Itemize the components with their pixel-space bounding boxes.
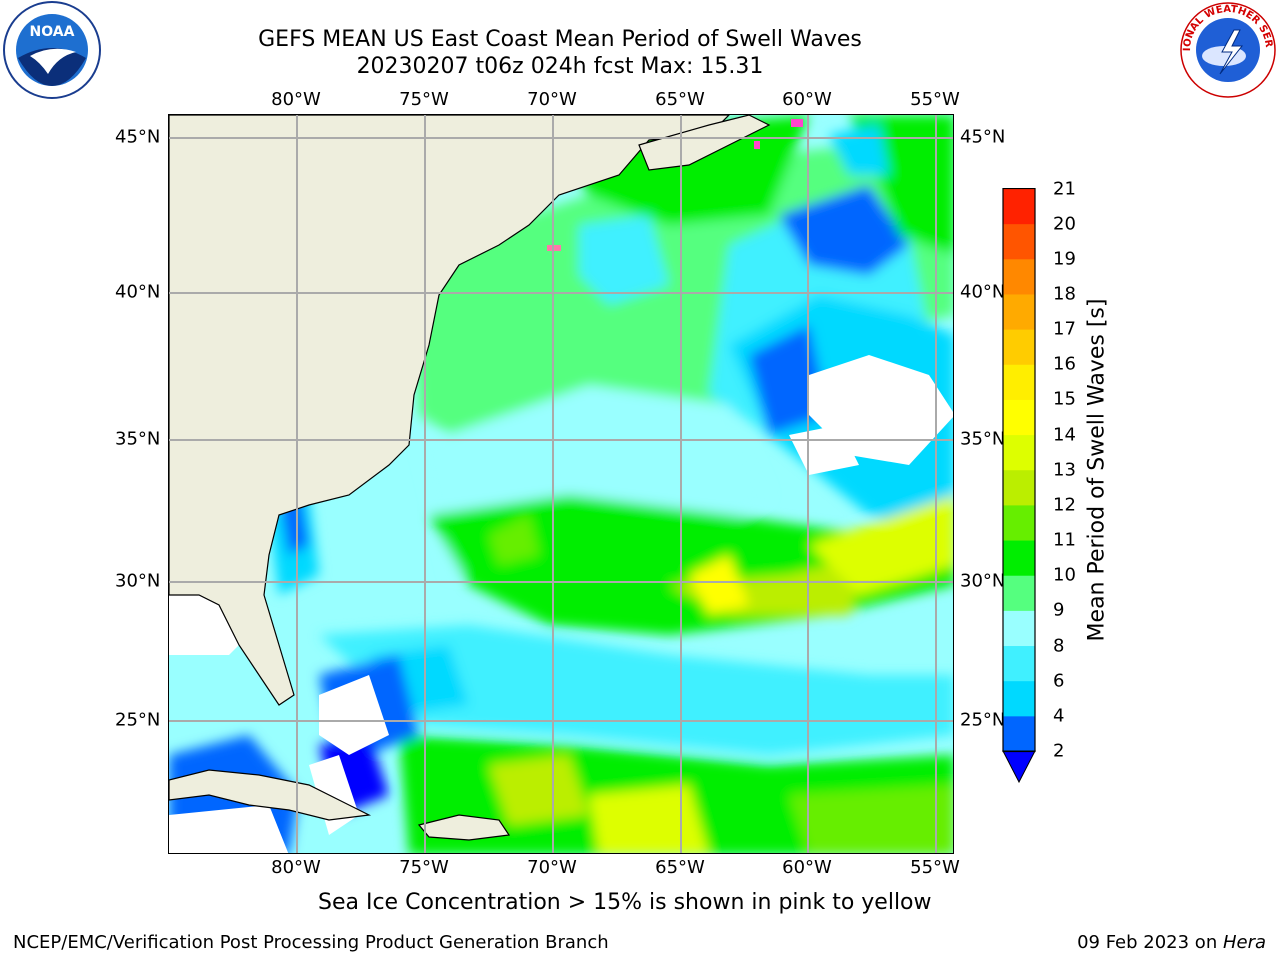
footer-date: 09 Feb 2023 on Hera xyxy=(1077,932,1266,953)
noaa-logo: NOAA xyxy=(3,1,101,99)
graticule xyxy=(169,115,953,853)
map-panel xyxy=(168,114,954,854)
lat-label-right: 40°N xyxy=(960,281,1006,303)
lat-label-right: 45°N xyxy=(960,126,1006,148)
colorbar-segment xyxy=(1003,469,1035,506)
lon-label-bottom: 65°W xyxy=(655,857,705,878)
map-subtitle: 20230207 t06z 024h fcst Max: 15.31 xyxy=(356,54,764,79)
lon-label-top: 60°W xyxy=(782,89,832,110)
lat-label-left: 45°N xyxy=(115,126,161,148)
lon-label-bottom: 60°W xyxy=(782,857,832,878)
colorbar-tick-label: 19 xyxy=(1053,248,1076,270)
colorbar-tick-label: 10 xyxy=(1053,564,1076,586)
colorbar-tick-label: 11 xyxy=(1053,529,1076,551)
colorbar-tick-label: 9 xyxy=(1053,599,1065,621)
lat-label-left: 30°N xyxy=(115,570,161,592)
colorbar-segment xyxy=(1003,258,1035,295)
nodata-patch xyxy=(319,675,389,755)
colorbar-extend-min xyxy=(1002,750,1036,784)
colorbar-tick-label: 16 xyxy=(1053,353,1076,375)
colorbar-tick-label: 14 xyxy=(1053,424,1076,446)
sea-ice-marker xyxy=(791,119,803,127)
swell-period-field xyxy=(169,115,953,853)
colorbar-segment xyxy=(1003,715,1035,752)
lat-label-right: 30°N xyxy=(960,570,1006,592)
colorbar-segment xyxy=(1003,329,1035,365)
lat-label-left: 40°N xyxy=(115,281,161,303)
colorbar-tick-label: 15 xyxy=(1053,388,1076,410)
sea-ice-caption: Sea Ice Concentration > 15% is shown in … xyxy=(318,890,932,915)
lat-label-right: 25°N xyxy=(960,709,1006,731)
nws-logo: NATIONAL WEATHER SERVICE xyxy=(1178,0,1276,98)
colorbar-tick-label: 12 xyxy=(1053,494,1076,516)
contour-fill xyxy=(169,115,953,853)
footer-credit: NCEP/EMC/Verification Post Processing Pr… xyxy=(13,932,609,953)
colorbar-segment xyxy=(1003,540,1035,576)
colorbar-tick-label: 6 xyxy=(1053,670,1065,692)
colorbar-segment xyxy=(1003,610,1035,647)
sea-ice-marker xyxy=(754,141,760,149)
colorbar-tick-label: 21 xyxy=(1053,178,1076,199)
map-title: GEFS MEAN US East Coast Mean Period of S… xyxy=(258,27,862,52)
noaa-logo-text: NOAA xyxy=(30,24,75,40)
lon-label-bottom: 55°W xyxy=(910,857,960,878)
lat-label-left: 35°N xyxy=(115,428,161,450)
footer-host: Hera xyxy=(1222,932,1266,953)
colorbar-tick-label: 2 xyxy=(1053,740,1065,762)
nodata-patch xyxy=(169,805,289,853)
lon-label-bottom: 80°W xyxy=(271,857,321,878)
colorbar-segment xyxy=(1003,645,1035,682)
colorbar-segments xyxy=(1003,188,1035,752)
colorbar-segment xyxy=(1003,504,1035,541)
lon-label-bottom: 75°W xyxy=(399,857,449,878)
lon-label-top: 70°W xyxy=(527,89,577,110)
colorbar-segment xyxy=(1003,293,1035,330)
lat-label-right: 35°N xyxy=(960,428,1006,450)
colorbar-segment xyxy=(1003,188,1035,225)
land-north-america xyxy=(169,115,730,706)
lat-label-left: 25°N xyxy=(115,709,161,731)
colorbar-segment xyxy=(1003,680,1035,717)
colorbar-segment xyxy=(1003,364,1035,400)
footer-date-text: 09 Feb 2023 on xyxy=(1077,932,1223,953)
colorbar-tick-label: 4 xyxy=(1053,705,1065,727)
colorbar-tick-label: 20 xyxy=(1053,213,1076,235)
land-hispaniola xyxy=(417,814,511,841)
colorbar-segment xyxy=(1003,399,1035,436)
colorbar-segment xyxy=(1003,223,1035,260)
lon-label-top: 65°W xyxy=(655,89,705,110)
lon-label-top: 80°W xyxy=(271,89,321,110)
colorbar-tick-label: 18 xyxy=(1053,283,1076,305)
colorbar-frame xyxy=(1002,188,1036,753)
colorbar xyxy=(1002,188,1036,784)
land-cuba xyxy=(169,769,372,821)
colorbar-segment xyxy=(1003,434,1035,471)
colorbar-tick-label: 8 xyxy=(1053,635,1065,657)
lon-label-top: 75°W xyxy=(399,89,449,110)
nodata-patch xyxy=(789,425,859,475)
colorbar-segment xyxy=(1003,575,1035,611)
colorbar-tick-label: 17 xyxy=(1053,318,1076,340)
land-nova-scotia xyxy=(638,115,771,171)
lon-label-top: 55°W xyxy=(910,89,960,110)
colorbar-tick-label: 13 xyxy=(1053,459,1076,481)
lon-label-bottom: 70°W xyxy=(527,857,577,878)
colorbar-title: Mean Period of Swell Waves [s] xyxy=(1084,298,1110,642)
